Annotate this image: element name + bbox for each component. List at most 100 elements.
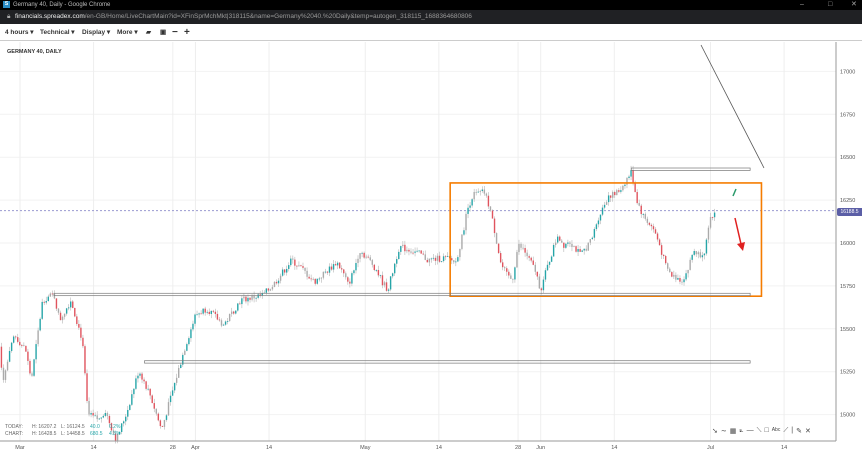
candle-body xyxy=(402,244,404,247)
fan-icon[interactable]: ⟀ xyxy=(739,427,744,434)
today-label: TODAY: xyxy=(5,424,23,430)
candle-body xyxy=(393,263,396,274)
close-icon[interactable]: ✕ xyxy=(851,1,857,8)
favicon: S xyxy=(3,1,10,8)
candle-body xyxy=(501,262,504,268)
candle-body xyxy=(241,298,243,305)
candle-body xyxy=(43,301,45,303)
candle-body xyxy=(27,351,29,361)
candle-body xyxy=(65,308,68,314)
candle-body xyxy=(607,195,610,203)
candle-body xyxy=(514,267,516,280)
candle-body xyxy=(461,234,463,249)
candle-body xyxy=(648,222,651,225)
price-chart[interactable]: 17000 16750 16500 16250 16000 15750 15500 15250… xyxy=(0,41,862,452)
technical-dropdown[interactable]: Technical ▾ xyxy=(40,29,75,36)
candle-body xyxy=(114,433,117,442)
chart-low: L: 14458.5 xyxy=(61,431,85,437)
candle-body xyxy=(451,258,453,261)
candle-body xyxy=(530,257,532,261)
candle-body xyxy=(228,313,231,322)
candle-body xyxy=(469,205,471,208)
candle-body xyxy=(206,311,208,313)
candle-body xyxy=(290,258,292,266)
maximize-icon[interactable]: □ xyxy=(828,1,833,8)
candle-body xyxy=(137,375,139,379)
candle-body xyxy=(202,308,204,314)
candle-body xyxy=(328,266,331,273)
candle-body xyxy=(338,262,341,269)
red-arrow-shaft xyxy=(734,217,742,245)
candle-body xyxy=(100,417,102,419)
candle-body xyxy=(685,273,687,280)
candle-body xyxy=(483,189,486,194)
fibonacci-icon[interactable]: ▦ xyxy=(729,428,737,435)
candle-body xyxy=(74,307,76,317)
candle-body xyxy=(612,192,614,198)
candle-body xyxy=(25,345,27,352)
candle-body xyxy=(314,278,316,284)
candle-body xyxy=(616,190,618,196)
candle-body xyxy=(47,296,49,302)
minimize-icon[interactable]: – xyxy=(800,1,804,8)
candle-body xyxy=(463,230,465,235)
candle-body xyxy=(428,258,431,263)
rectangle-icon[interactable]: □ xyxy=(764,427,769,434)
candle-body xyxy=(267,288,270,291)
interval-dropdown[interactable]: 4 hours ▾ xyxy=(5,29,34,36)
candle-body xyxy=(355,262,357,271)
candle-body xyxy=(169,395,172,403)
y-tick-label: 16250 xyxy=(840,198,855,204)
candle-body xyxy=(491,210,494,219)
y-tick-label: 16000 xyxy=(840,241,855,247)
candle-body xyxy=(334,264,337,266)
trend-line-icon[interactable]: ⟍ xyxy=(756,427,762,434)
zoom-in-icon[interactable]: + xyxy=(184,27,190,38)
candle-body xyxy=(579,249,581,252)
x-tick-label: 14 xyxy=(611,445,617,451)
candle-body xyxy=(446,256,449,258)
pointer-icon[interactable]: ➘ xyxy=(712,428,718,435)
candle-body xyxy=(118,431,121,434)
x-tick-label: May xyxy=(360,445,371,451)
candle-body xyxy=(628,176,630,178)
horizontal-level xyxy=(144,360,751,364)
candle-body xyxy=(677,277,679,280)
candle-body xyxy=(330,266,333,270)
candle-body xyxy=(116,433,119,442)
candle-body xyxy=(139,373,141,376)
address-bar[interactable]: 🔒︎ financials.spreadex.com/en-GB/Home/Li… xyxy=(0,10,862,24)
candle-body xyxy=(711,217,714,218)
curve-icon[interactable]: ∼ xyxy=(720,428,727,435)
horizontal-level xyxy=(630,167,751,171)
delete-icon[interactable]: ✕ xyxy=(804,428,811,435)
candle-body xyxy=(375,270,378,271)
candle-body xyxy=(634,183,636,193)
candle-body xyxy=(45,301,47,303)
candle-body xyxy=(63,313,66,317)
candle-body xyxy=(61,316,64,321)
text-icon[interactable]: Abc xyxy=(771,427,781,433)
more-dropdown[interactable]: More ▾ xyxy=(117,29,138,36)
save-icon[interactable]: ▣ xyxy=(160,29,167,36)
zoom-out-icon[interactable]: − xyxy=(172,27,178,38)
chart-change: 680.5 xyxy=(90,431,103,437)
display-dropdown[interactable]: Display ▾ xyxy=(82,29,111,36)
horizontal-line-icon[interactable]: — xyxy=(746,427,754,434)
candle-body xyxy=(361,252,363,254)
candle-body xyxy=(84,346,86,374)
candle-body xyxy=(59,312,62,321)
pencil-icon[interactable]: ✎ xyxy=(796,428,802,435)
candle-body xyxy=(35,344,37,360)
candle-body xyxy=(294,259,296,266)
candle-body xyxy=(365,256,367,258)
candle-body xyxy=(459,248,461,258)
candle-body xyxy=(430,258,433,260)
candle-body xyxy=(432,257,435,259)
folder-icon[interactable]: ▰ xyxy=(146,29,151,36)
candle-body xyxy=(141,373,143,380)
annotations xyxy=(53,44,765,364)
candle-body xyxy=(70,301,72,308)
line-icon[interactable]: ⟋ xyxy=(783,427,789,434)
y-tick-label: 17000 xyxy=(840,69,855,75)
